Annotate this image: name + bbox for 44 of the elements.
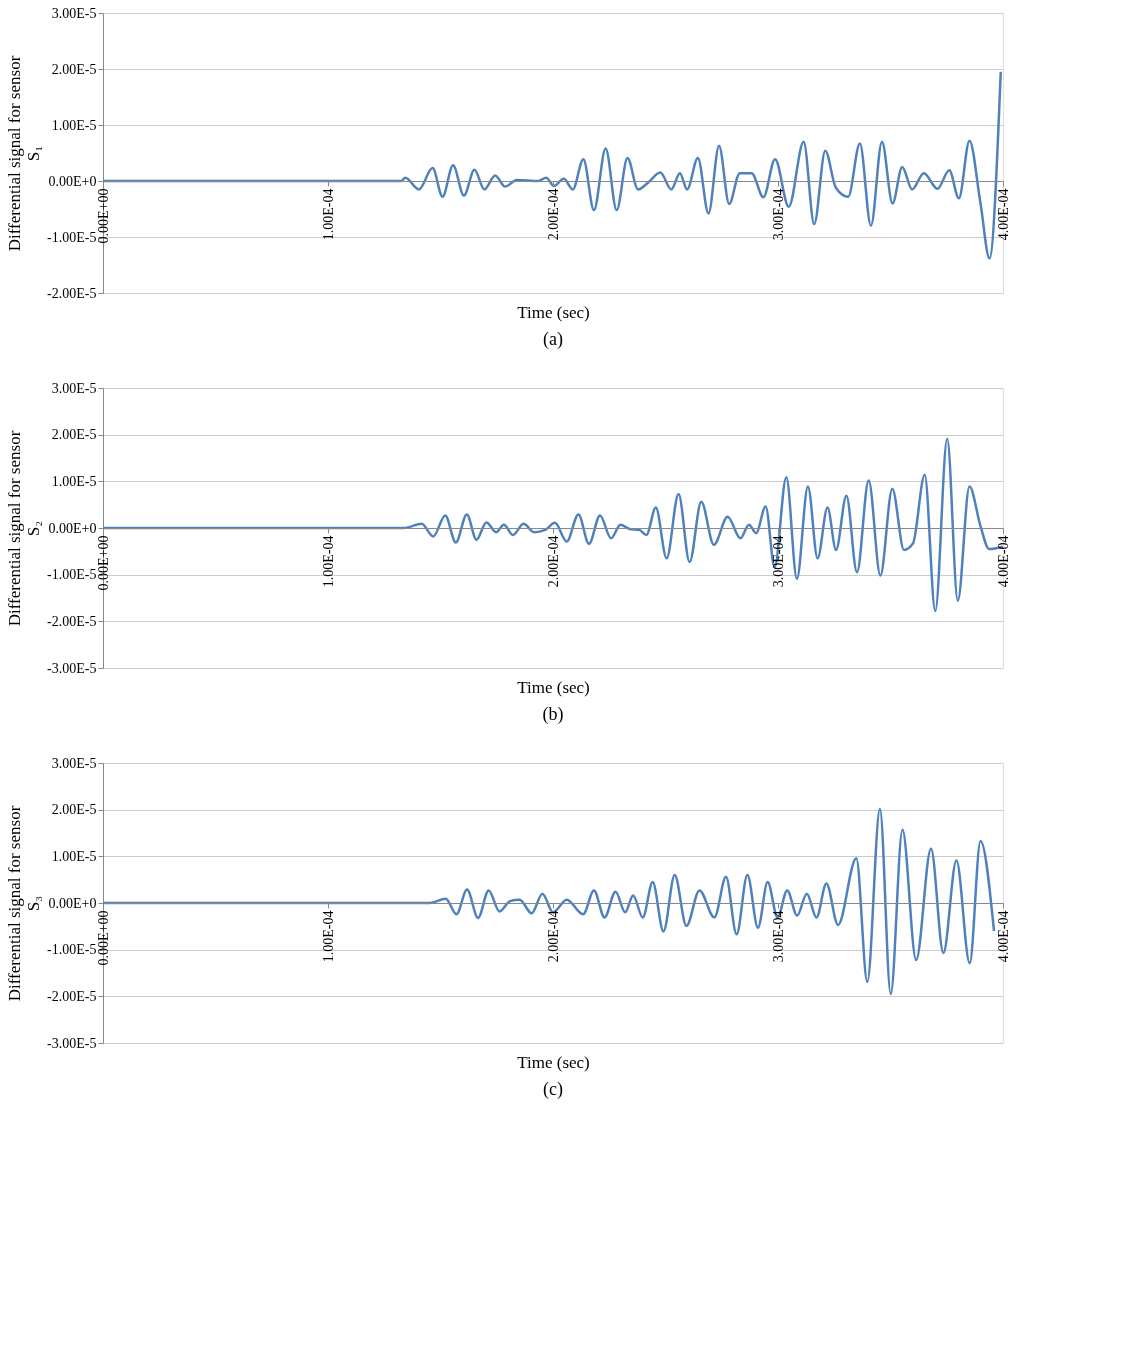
y-tick-label: 0.00E+0 <box>48 173 97 189</box>
y-tick-label: 3.00E-5 <box>51 755 97 771</box>
text: (b) <box>542 703 564 725</box>
x-axis-title: Time (sec) <box>517 1053 590 1073</box>
y-tick-label: 2.00E-5 <box>51 61 97 77</box>
y-tick-label: 1.00E-5 <box>51 117 97 133</box>
y-tick-label: 2.00E-5 <box>51 802 97 818</box>
x-tick-label: 3.00E-04 <box>770 910 786 963</box>
x-tick-label: 3.00E-04 <box>770 535 786 588</box>
x-tick-label: 4.00E-04 <box>995 910 1011 963</box>
x-tick-label: 2.00E-04 <box>545 910 561 963</box>
y-tick-label: 1.00E-5 <box>51 848 97 864</box>
y-tick-label: 0.00E+0 <box>48 895 97 911</box>
x-tick-label: 0.00E+00 <box>95 910 111 966</box>
x-tick-label: 0.00E+00 <box>95 535 111 591</box>
y-axis-title: Differential signal for sensor S₁ <box>5 55 44 252</box>
y-tick-label: -1.00E-5 <box>47 942 97 958</box>
y-tick-label: -1.00E-5 <box>47 567 97 583</box>
x-tick-label: 2.00E-04 <box>545 188 561 241</box>
y-tick-label: 2.00E-5 <box>51 427 97 443</box>
x-tick-label: 4.00E-04 <box>995 535 1011 588</box>
y-tick-label: -1.00E-5 <box>47 229 97 245</box>
y-tick-label: -3.00E-5 <box>47 1035 97 1051</box>
x-tick-label: 1.00E-04 <box>320 535 336 588</box>
x-axis-title: Time (sec) <box>517 678 590 698</box>
x-axis-title: Time (sec) <box>517 303 590 323</box>
text: (c) <box>543 1078 563 1100</box>
y-tick-label: -2.00E-5 <box>47 988 97 1004</box>
y-tick-label: 0.00E+0 <box>48 520 97 536</box>
y-tick-label: -2.00E-5 <box>47 613 97 629</box>
text: (a) <box>543 328 563 350</box>
y-tick-label: -3.00E-5 <box>47 660 97 676</box>
y-tick-label: 3.00E-5 <box>51 5 97 21</box>
x-tick-label: 2.00E-04 <box>545 535 561 588</box>
x-tick-label: 0.00E+00 <box>95 188 111 244</box>
y-axis-title: Differential signal for sensor S₃ <box>5 805 44 1002</box>
y-axis-title: Differential signal for sensor S₂ <box>5 430 44 627</box>
y-tick-label: 3.00E-5 <box>51 380 97 396</box>
x-tick-label: 4.00E-04 <box>995 188 1011 241</box>
x-tick-label: 1.00E-04 <box>320 910 336 963</box>
x-tick-label: 1.00E-04 <box>320 188 336 241</box>
y-tick-label: -2.00E-5 <box>47 285 97 301</box>
y-tick-label: 1.00E-5 <box>51 473 97 489</box>
x-tick-label: 3.00E-04 <box>770 188 786 241</box>
